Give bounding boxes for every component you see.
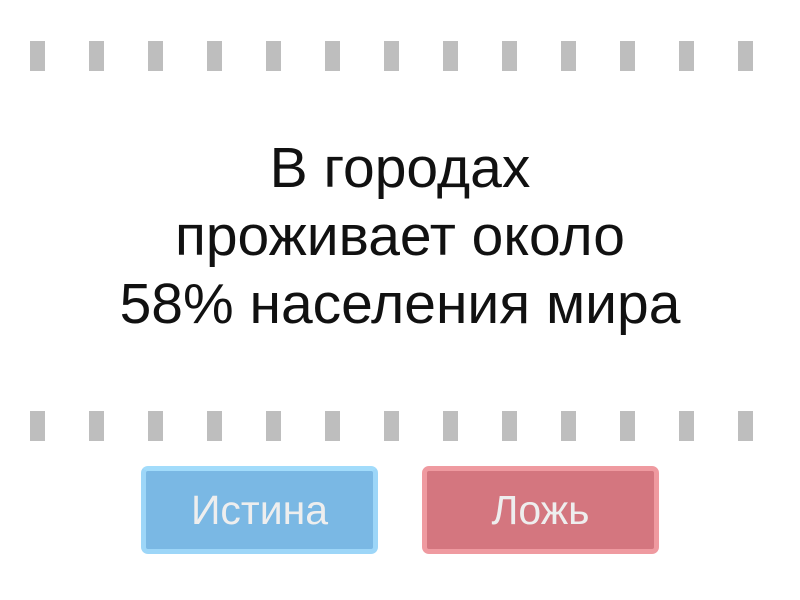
dash (443, 411, 458, 441)
dash (30, 41, 45, 71)
true-button[interactable]: Истина (141, 466, 378, 554)
dash (620, 411, 635, 441)
question-line: В городах (269, 136, 531, 200)
dash (148, 41, 163, 71)
dash (325, 411, 340, 441)
dash (325, 41, 340, 71)
question-line: проживает около (174, 204, 626, 268)
dash (384, 411, 399, 441)
question-line: 58% населения мира (119, 272, 681, 336)
dash (384, 41, 399, 71)
dash (207, 41, 222, 71)
top-dash-divider (30, 41, 770, 71)
dash (30, 411, 45, 441)
dash (89, 41, 104, 71)
dash (502, 41, 517, 71)
dash (679, 41, 694, 71)
question-text: В городах проживает около 58% населения … (40, 134, 760, 338)
dash (561, 411, 576, 441)
true-button-label: Истина (190, 486, 329, 533)
dash (266, 411, 281, 441)
dash (738, 41, 753, 71)
dash (679, 411, 694, 441)
dash (148, 411, 163, 441)
false-button-label: Ложь (491, 486, 590, 533)
dash (89, 411, 104, 441)
dash (620, 41, 635, 71)
dash (561, 41, 576, 71)
dash (443, 41, 458, 71)
bottom-dash-divider (30, 411, 770, 441)
false-button[interactable]: Ложь (422, 466, 659, 554)
dash (207, 411, 222, 441)
dash (266, 41, 281, 71)
dash (738, 411, 753, 441)
dash (502, 411, 517, 441)
